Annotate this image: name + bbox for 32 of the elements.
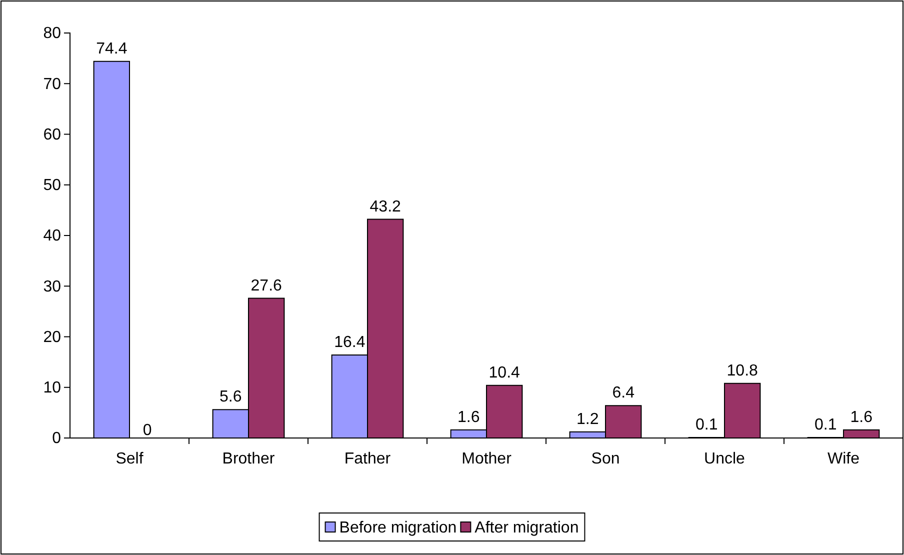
data-label: 0 <box>142 422 152 439</box>
data-label: 1.6 <box>850 408 873 426</box>
y-tick-label: 40 <box>43 228 62 245</box>
x-tick-label: Son <box>591 450 620 468</box>
legend-label: Before migration <box>339 520 457 537</box>
x-tick-label: Self <box>116 450 144 468</box>
y-tick-label: 50 <box>43 176 62 194</box>
legend-label: After migration <box>474 520 579 537</box>
data-label: 0.1 <box>696 416 718 434</box>
data-label: 10.4 <box>488 364 520 382</box>
data-label: 74.4 <box>96 40 128 58</box>
data-label: 16.4 <box>334 334 366 351</box>
y-tick-label: 30 <box>43 278 62 296</box>
y-tick-label: 0 <box>52 430 62 448</box>
x-tick-label: Wife <box>828 450 860 468</box>
data-label: 1.2 <box>576 410 599 428</box>
y-tick-label: 70 <box>43 76 62 93</box>
data-label: 10.8 <box>726 362 758 380</box>
data-label: 43.2 <box>370 198 402 216</box>
y-tick-label: 80 <box>43 25 62 42</box>
y-tick-label: 20 <box>43 328 62 346</box>
y-tick-label: 60 <box>43 126 62 144</box>
data-label: 6.4 <box>612 384 635 402</box>
x-tick-label: Mother <box>462 450 512 468</box>
data-label: 5.6 <box>220 388 242 406</box>
x-tick-label: Father <box>344 450 392 468</box>
data-label: 0.1 <box>814 416 837 434</box>
x-tick-label: Brother <box>222 450 276 468</box>
x-tick-label: Uncle <box>704 450 746 468</box>
data-label: 27.6 <box>250 277 282 294</box>
y-tick-label: 10 <box>43 379 62 396</box>
data-label: 1.6 <box>458 408 480 426</box>
